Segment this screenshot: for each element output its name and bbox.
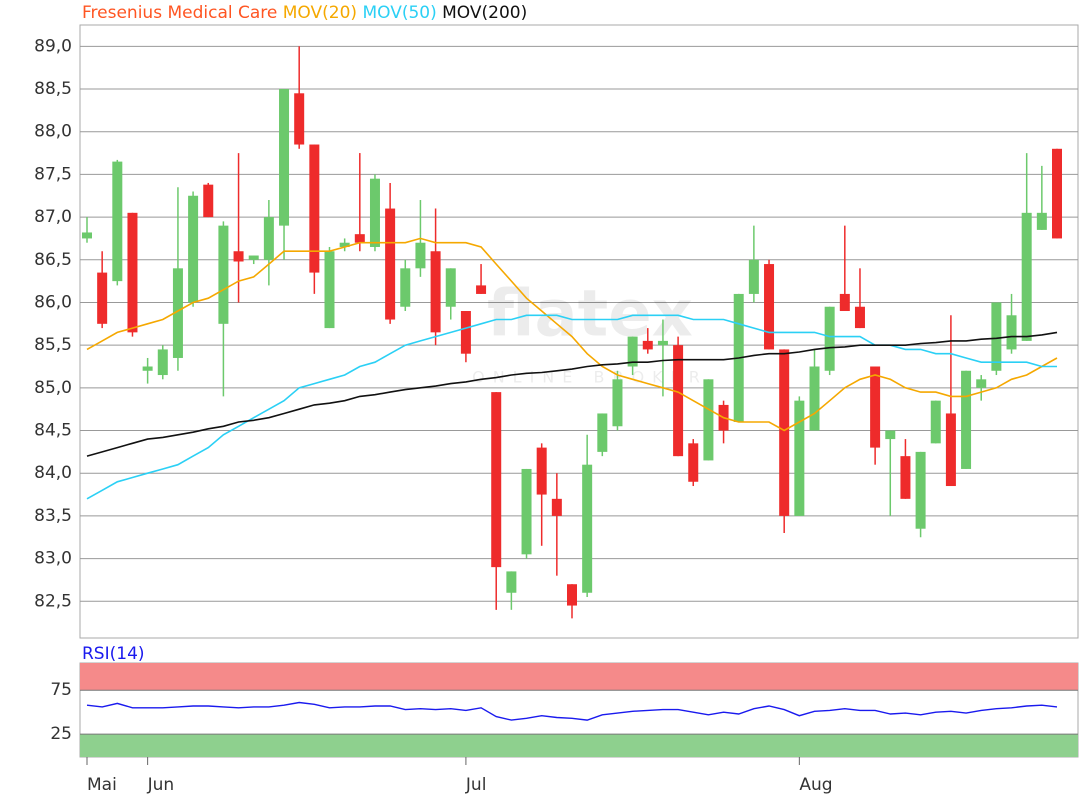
candle-body [324,251,335,329]
candle-body [491,392,502,568]
rsi-label: RSI(14) [82,644,145,664]
candle-body [460,311,471,354]
candle-body [82,232,92,239]
candle-body [567,584,577,606]
candle-body [142,366,153,371]
candle-body [764,264,775,350]
y-tick-label: 89,0 [34,36,72,56]
candle-body [688,443,699,482]
candle-body [1006,315,1017,350]
legend-entry: MOV(20) [283,3,357,23]
candle-body [430,251,441,333]
legend-entry: MOV(50) [362,3,436,23]
candle-body [415,242,426,269]
candle-body [657,340,668,346]
x-tick-label: Jun [147,775,175,795]
plot-area [79,24,1079,639]
y-tick-label: 83,5 [34,506,72,526]
watermark-sub: ONLINE BROKER [472,368,708,387]
x-tick-label: Mai [87,775,117,795]
y-tick-label: 88,5 [34,79,72,99]
candle-body [673,345,684,457]
oversold-band [80,734,1078,757]
candle-body [703,379,714,461]
y-tick-label: 87,0 [34,207,72,227]
y-tick-label: 84,0 [34,463,72,483]
candle-body [279,89,290,226]
candle-body [506,571,517,593]
moving-average-line [86,331,1058,457]
legend: Fresenius Medical Care MOV(20) MOV(50) M… [82,3,527,23]
candle-body [748,259,759,294]
candle-body [112,161,123,282]
candle-body [642,340,653,350]
candle-body [794,400,805,516]
y-tick-label: 85,5 [34,335,72,355]
overbought-band [80,663,1078,691]
candle-body [809,366,820,431]
y-tick-label: 88,0 [34,122,72,142]
candle-body [870,366,881,448]
x-tick-label: Jul [465,775,487,795]
y-tick-label: 83,0 [34,549,72,569]
candle-body [900,456,911,499]
candle-body [294,93,305,145]
candle-body [991,302,1002,371]
candle-body [839,293,850,312]
candle-body [157,349,168,376]
moving-average-line [86,237,1058,432]
candle-body [188,195,199,303]
y-tick-label: 75 [50,680,72,700]
candle-body [945,413,956,487]
candle-body [779,349,790,516]
candle-body [233,251,244,262]
candle-body [1052,148,1062,239]
candle-body [976,379,987,388]
x-tick-label: Aug [799,775,832,795]
candle-body [612,379,623,427]
legend-entry: Fresenius Medical Care [82,3,277,23]
candle-body [203,184,214,218]
y-tick-label: 86,5 [34,250,72,270]
candle-body [263,217,274,260]
candle-body [248,255,259,260]
candle-body [551,498,562,516]
legend-entry: MOV(200) [442,3,527,23]
candle-body [309,144,320,273]
candle-body [445,268,456,307]
candle-body [930,400,941,444]
candle-body [127,212,138,333]
candle-body [97,272,108,324]
candle-body [1036,212,1047,230]
candle-body [915,451,926,529]
candle-body [582,464,593,593]
candle-body [854,306,865,329]
candle-body [824,306,835,371]
candle-body [1021,212,1032,341]
candle-body [218,225,229,324]
candle-body [354,234,365,243]
y-tick-label: 84,5 [34,421,72,441]
candle-body [172,268,183,358]
candle-body [385,208,396,320]
candle-body [369,178,380,247]
y-tick-label: 82,5 [34,591,72,611]
candle-body [339,242,350,247]
candle-body [476,285,487,294]
candle-body [961,370,972,469]
candle-body [885,430,896,440]
y-tick-label: 85,0 [34,378,72,398]
candle-body [521,468,532,555]
y-tick-label: 87,5 [34,164,72,184]
candle-body [536,447,547,495]
candle-body [597,413,608,452]
candle-body [627,336,638,367]
rsi-line [86,701,1058,721]
candle-body [400,268,411,307]
y-tick-label: 86,0 [34,292,72,312]
y-tick-label: 25 [50,724,72,744]
